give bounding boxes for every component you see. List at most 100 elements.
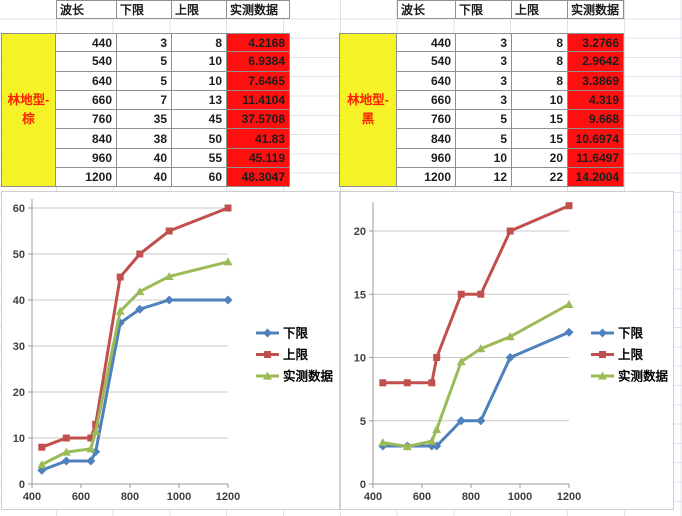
- axes: [28, 199, 229, 488]
- table-cell[interactable]: 7: [117, 90, 172, 111]
- table-cell[interactable]: 55: [172, 148, 227, 169]
- table-cell[interactable]: 3.3869: [568, 71, 624, 91]
- series-measured-data: [37, 257, 233, 469]
- svg-text:10: 10: [354, 353, 366, 365]
- svg-text:10: 10: [13, 433, 25, 445]
- table-cell[interactable]: 45: [172, 110, 227, 130]
- table-cell[interactable]: 60: [172, 168, 227, 188]
- table-cell[interactable]: 11.4104: [227, 90, 290, 111]
- table-cell[interactable]: 10.6974: [568, 129, 624, 149]
- table-cell[interactable]: 960: [397, 148, 456, 169]
- row-group-label[interactable]: 林地型-棕: [1, 33, 56, 188]
- svg-text:600: 600: [72, 491, 90, 503]
- chart-forest-black[interactable]: 0 5 10 15 20 400 600 800 1000 1200 下限 上限 实测数据: [340, 191, 674, 510]
- table-cell[interactable]: 10: [512, 90, 568, 111]
- table-cell[interactable]: 3: [456, 52, 512, 72]
- upper-limit-marker: [87, 434, 95, 442]
- table-cell[interactable]: 45.119: [227, 148, 290, 169]
- legend-item-lower-limit[interactable]: 下限: [591, 326, 644, 341]
- legend-label: 上限: [618, 347, 644, 362]
- legend-item-measured-data[interactable]: 实测数据: [256, 369, 334, 384]
- table-cell[interactable]: 9.668: [568, 110, 624, 130]
- table-cell[interactable]: 10: [172, 71, 227, 91]
- table-cell[interactable]: 540: [56, 52, 117, 72]
- table-cell[interactable]: 13: [172, 90, 227, 111]
- table-cell[interactable]: 660: [397, 90, 456, 111]
- table-cell[interactable]: 5: [117, 52, 172, 72]
- chart-forest-brown[interactable]: 0 10 20 30 40 50 60 400 600 800 1000 1200 下限 上限 实测数据: [1, 191, 340, 510]
- table-cell[interactable]: 38: [117, 129, 172, 149]
- table-cell[interactable]: 8: [512, 71, 568, 91]
- table-cell[interactable]: 1200: [397, 168, 456, 188]
- table-cell[interactable]: 11.6497: [568, 148, 624, 169]
- table-cell[interactable]: 8: [512, 52, 568, 72]
- table-cell[interactable]: 3: [456, 90, 512, 111]
- table-cell[interactable]: 5: [117, 71, 172, 91]
- table-cell[interactable]: 3.2766: [568, 33, 624, 53]
- table-cell[interactable]: 15: [512, 129, 568, 149]
- table-cell[interactable]: 3: [456, 33, 512, 53]
- table-cell[interactable]: 5: [456, 110, 512, 130]
- table-cell[interactable]: 440: [56, 33, 117, 53]
- table-cell[interactable]: 2.9642: [568, 52, 624, 72]
- table-cell[interactable]: 3: [117, 33, 172, 53]
- table-cell[interactable]: 640: [397, 71, 456, 91]
- table-cell[interactable]: 48.3047: [227, 168, 290, 188]
- table-cell[interactable]: 840: [397, 129, 456, 149]
- table-cell[interactable]: 3: [456, 71, 512, 91]
- table-cell[interactable]: 8: [512, 33, 568, 53]
- table-cell[interactable]: 6.9384: [227, 52, 290, 72]
- table-cell[interactable]: 660: [56, 90, 117, 111]
- svg-text:20: 20: [354, 226, 366, 238]
- table-cell[interactable]: 640: [56, 71, 117, 91]
- measured-data-marker: [432, 424, 442, 433]
- table-cell[interactable]: 440: [397, 33, 456, 53]
- table-cell[interactable]: 50: [172, 129, 227, 149]
- upper-limit-marker: [116, 273, 124, 281]
- legend-item-lower-limit[interactable]: 下限: [256, 326, 309, 341]
- svg-text:5: 5: [360, 416, 366, 428]
- column-header-upper-limit[interactable]: 上限: [172, 0, 227, 19]
- table-cell[interactable]: 41.83: [227, 129, 290, 149]
- table-cell[interactable]: 20: [512, 148, 568, 169]
- table-cell[interactable]: 40: [117, 148, 172, 169]
- table-cell[interactable]: 15: [512, 110, 568, 130]
- measured-data-marker: [91, 427, 101, 436]
- table-cell[interactable]: 14.2004: [568, 168, 624, 188]
- column-header-measured-data[interactable]: 实测数据: [227, 0, 290, 19]
- axes: [369, 202, 570, 488]
- row-group-label[interactable]: 林地型-黑: [339, 33, 397, 188]
- measured-data-legend-marker: [263, 371, 272, 380]
- column-header-measured-data[interactable]: 实测数据: [568, 0, 624, 19]
- series-lower-limit: [37, 295, 233, 475]
- upper-limit-marker: [403, 379, 411, 387]
- table-cell[interactable]: 22: [512, 168, 568, 188]
- table-cell[interactable]: 5: [456, 129, 512, 149]
- column-header-wavelength[interactable]: 波长: [397, 0, 456, 19]
- table-cell[interactable]: 760: [397, 110, 456, 130]
- table-cell[interactable]: 35: [117, 110, 172, 130]
- column-header-upper-limit[interactable]: 上限: [512, 0, 568, 19]
- table-cell[interactable]: 1200: [56, 168, 117, 188]
- series-upper-limit: [379, 202, 573, 387]
- legend-item-upper-limit[interactable]: 上限: [591, 347, 644, 362]
- table-cell[interactable]: 960: [56, 148, 117, 169]
- table-cell[interactable]: 37.5708: [227, 110, 290, 130]
- table-cell[interactable]: 40: [117, 168, 172, 188]
- table-cell[interactable]: 10: [456, 148, 512, 169]
- table-cell[interactable]: 8: [172, 33, 227, 53]
- table-cell[interactable]: 10: [172, 52, 227, 72]
- table-cell[interactable]: 12: [456, 168, 512, 188]
- column-header-lower-limit[interactable]: 下限: [117, 0, 172, 19]
- table-cell[interactable]: 760: [56, 110, 117, 130]
- table-cell[interactable]: 840: [56, 129, 117, 149]
- column-header-wavelength[interactable]: 波长: [56, 0, 117, 19]
- measured-data-marker: [135, 287, 145, 296]
- table-cell[interactable]: 4.319: [568, 90, 624, 111]
- legend-item-upper-limit[interactable]: 上限: [256, 347, 309, 362]
- table-cell[interactable]: 540: [397, 52, 456, 72]
- table-cell[interactable]: 7.6465: [227, 71, 290, 91]
- legend-item-measured-data[interactable]: 实测数据: [591, 369, 669, 384]
- table-cell[interactable]: 4.2168: [227, 33, 290, 53]
- column-header-lower-limit[interactable]: 下限: [456, 0, 512, 19]
